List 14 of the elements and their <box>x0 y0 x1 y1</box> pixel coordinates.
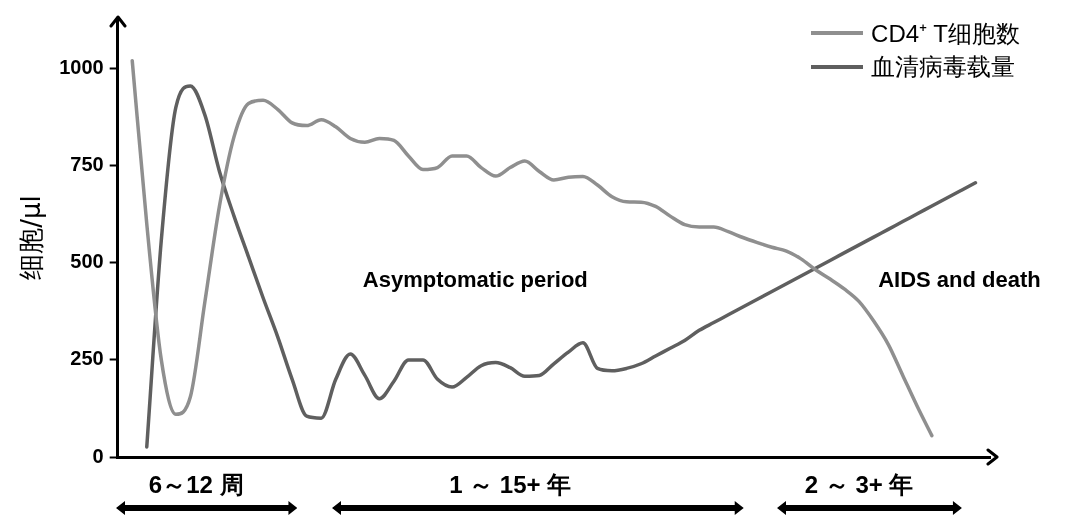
annotation: AIDS and death <box>878 267 1041 294</box>
legend-label: 血清病毒载量 <box>871 52 1016 82</box>
y-axis-title: 细胞/μl <box>16 195 47 280</box>
text: 6～12 周 <box>148 470 244 501</box>
y-tick-label: 500 <box>70 250 104 273</box>
text: 2 ～ 3+ 年 <box>804 470 914 501</box>
line-series <box>145 84 978 449</box>
y-tick-label: 750 <box>70 153 104 176</box>
y-tick-label: 250 <box>70 347 104 370</box>
y-tick-label: 0 <box>92 444 104 467</box>
legend-label: CD4⁺ T细胞数 <box>871 19 1020 49</box>
text: 1 ～ 15+ 年 <box>449 470 572 501</box>
y-tick-label: 1000 <box>59 56 104 79</box>
annotation: Asymptomatic period <box>362 267 588 294</box>
